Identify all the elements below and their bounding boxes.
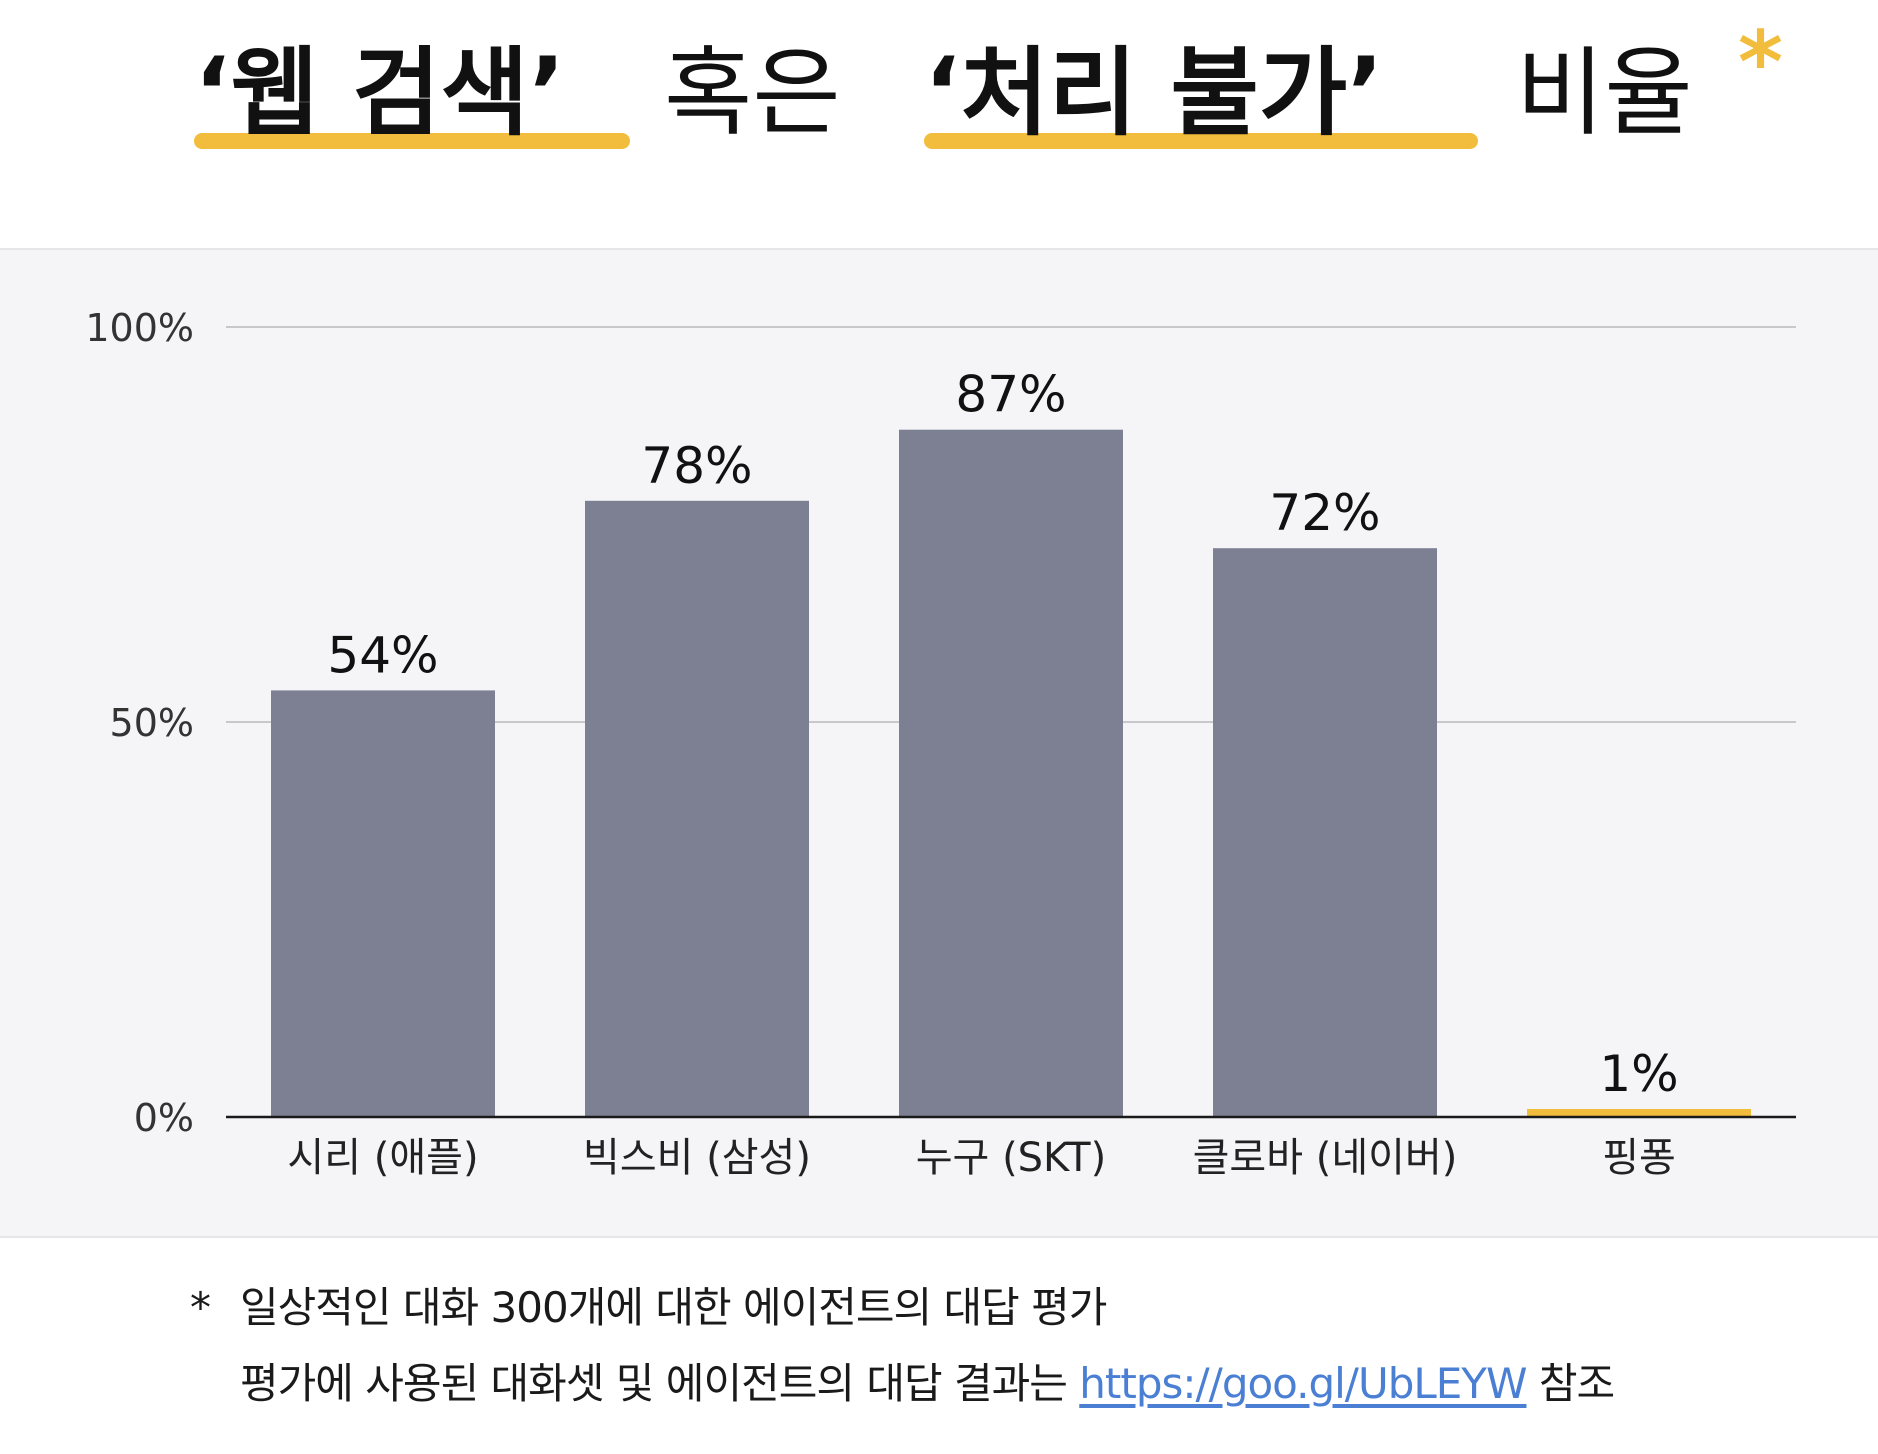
chart-title: ‘웹 검색’ 혹은 ‘처리 불가’ 비율 * [0,0,1878,248]
bar-chart: 0% 50% 100% 54% 시리 (애플) 78% 빅스비 (삼성) 87% 누구 (SKT… [85,306,1796,1181]
title-part-web-search: ‘웹 검색’ [194,37,565,149]
footnote: * 일상적인 대화 300개에 대한 에이전트의 대답 평가 평가에 사용된 대화… [190,1270,1830,1422]
title-part-ratio: 비율 [1516,37,1693,149]
bar-1 [585,500,809,1117]
value-label-1: 78% [641,437,752,495]
bar-4 [1527,1109,1751,1117]
value-label-0: 54% [327,626,438,684]
title-asterisk: * [1738,13,1783,113]
footnote-text-2-prefix: 평가에 사용된 대화셋 및 에이전트의 대답 결과는 [240,1359,1080,1408]
y-tick-label-1: 50% [110,701,194,745]
category-label-2: 누구 (SKT) [916,1135,1106,1181]
value-label-2: 87% [955,366,1066,424]
footnote-marker: * [190,1283,211,1332]
footnote-text-2-suffix: 참조 [1526,1359,1615,1408]
y-tick-label-0: 0% [134,1096,194,1140]
title-highlight-underline-2 [924,133,1478,149]
category-label-3: 클로바 (네이버) [1193,1135,1458,1181]
category-label-0: 시리 (애플) [287,1135,478,1181]
footnote-text-1: 일상적인 대화 300개에 대한 에이전트의 대답 평가 [240,1283,1107,1332]
footnote-line-2: 평가에 사용된 대화셋 및 에이전트의 대답 결과는 https://goo.g… [190,1346,1830,1422]
title-part-unprocessable: ‘처리 불가’ [924,37,1384,149]
title-highlight-underline-1 [194,133,630,149]
title-part-or: 혹은 [664,37,841,149]
footnote-link[interactable]: https://goo.gl/UbLEYW [1079,1359,1527,1408]
title-graphic: ‘웹 검색’ 혹은 ‘처리 불가’ 비율 * [194,13,1783,149]
bar-2 [899,429,1123,1117]
footnote-line-1: * 일상적인 대화 300개에 대한 에이전트의 대답 평가 [190,1270,1830,1346]
y-tick-label-2: 100% [85,306,194,350]
category-label-4: 핑퐁 [1602,1135,1676,1181]
bar-0 [271,690,495,1117]
category-label-1: 빅스비 (삼성) [583,1135,811,1181]
bar-3 [1213,548,1437,1117]
value-label-3: 72% [1269,484,1380,542]
value-label-4: 1% [1599,1045,1678,1103]
